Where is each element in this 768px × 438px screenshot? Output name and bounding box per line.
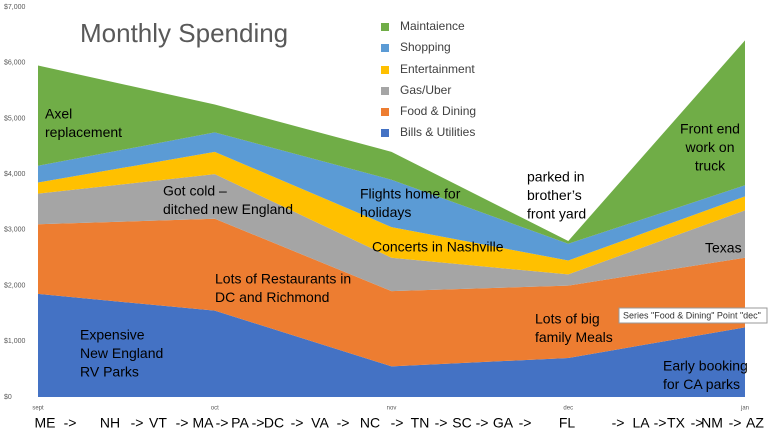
annotation: for CA parks [663,376,740,392]
route-stop: GA [493,415,514,431]
annotation: Texas [705,240,742,256]
route-stop: -> [252,415,265,431]
legend-swatch [381,87,389,95]
annotation: Expensive [80,327,145,343]
legend-label: Entertainment [400,62,475,76]
route-stop: TX [667,415,686,431]
tooltip: Series "Food & Dining" Point "dec" [623,310,761,320]
area [38,151,745,275]
plot-area [38,40,745,397]
area [38,293,745,397]
x-tick-label: nov [387,406,397,412]
route-stop: LA [632,415,650,431]
annotation: New England [80,345,163,361]
route-stop: PA [231,415,249,431]
annotation: ditched new England [163,201,293,217]
area [38,174,745,292]
route-stop: -> [435,415,448,431]
y-tick-label: $5,000 [4,115,26,122]
route-stop: -> [216,415,229,431]
annotation: parked in [527,169,585,185]
annotation: holidays [360,204,411,220]
annotation: Front end [680,121,740,137]
route-stop: -> [64,415,77,431]
chart-title: Monthly Spending [80,18,288,48]
route-stop: TN [411,415,430,431]
y-tick-label: $7,000 [4,4,26,11]
legend-label: Maintaience [400,19,465,33]
y-tick-label: $1,000 [4,338,26,345]
legend-swatch [381,66,389,74]
annotation: Flights home for [360,186,461,202]
annotation: front yard [527,206,586,222]
annotation: replacement [45,124,122,140]
area [38,218,745,367]
annotation: Lots of Restaurants in [215,271,351,287]
y-tick-label: $6,000 [4,60,26,67]
route-stop: VA [311,415,329,431]
area [38,132,745,261]
x-tick-label: oct [211,406,219,412]
x-tick-label: jan [740,406,749,412]
route-stop: -> [476,415,489,431]
legend-label: Food & Dining [400,104,476,118]
annotation: Early booking [663,358,748,374]
y-tick-label: $0 [4,394,12,401]
route-stop: -> [391,415,404,431]
route-stop: -> [654,415,667,431]
legend-swatch [381,108,389,116]
legend-swatch [381,23,389,31]
route-stop: ME [35,415,56,431]
legend-label: Shopping [400,40,451,54]
annotation: family Meals [535,329,613,345]
annotation: DC and Richmond [215,289,329,305]
route-stop: -> [131,415,144,431]
y-tick-label: $3,000 [4,227,26,234]
annotation: Concerts in Nashville [372,239,504,255]
route-stop: -> [337,415,350,431]
y-tick-label: $4,000 [4,171,26,178]
legend-label: Gas/Uber [400,83,451,97]
route-stop: NH [100,415,120,431]
route-stop: SC [452,415,471,431]
annotation: work on [684,139,734,155]
legend-label: Bills & Utilities [400,125,475,139]
route-stop: AZ [746,415,764,431]
route-stop: DC [264,415,284,431]
route-stop: MA [193,415,215,431]
route-stop: -> [691,415,704,431]
annotation: RV Parks [80,364,139,380]
route-stop: NC [360,415,380,431]
route-stop: FL [559,415,576,431]
annotation: Lots of big [535,311,600,327]
x-tick-label: dec [563,406,573,412]
route-stop: -> [291,415,304,431]
tooltip-box [618,307,768,324]
route-stop: -> [519,415,532,431]
annotation: truck [695,158,726,174]
route-stop: VT [149,415,167,431]
route-stop: -> [729,415,742,431]
route-stop: -> [176,415,189,431]
route-stop: -> [612,415,625,431]
annotation: Got cold – [163,183,227,199]
y-tick-label: $2,000 [4,282,26,289]
legend-swatch [381,44,389,52]
annotation: brother’s [527,187,582,203]
route-stop: NM [701,415,723,431]
legend-swatch [381,129,389,137]
x-tick-label: sept [32,406,44,412]
annotation: Axel [45,106,72,122]
